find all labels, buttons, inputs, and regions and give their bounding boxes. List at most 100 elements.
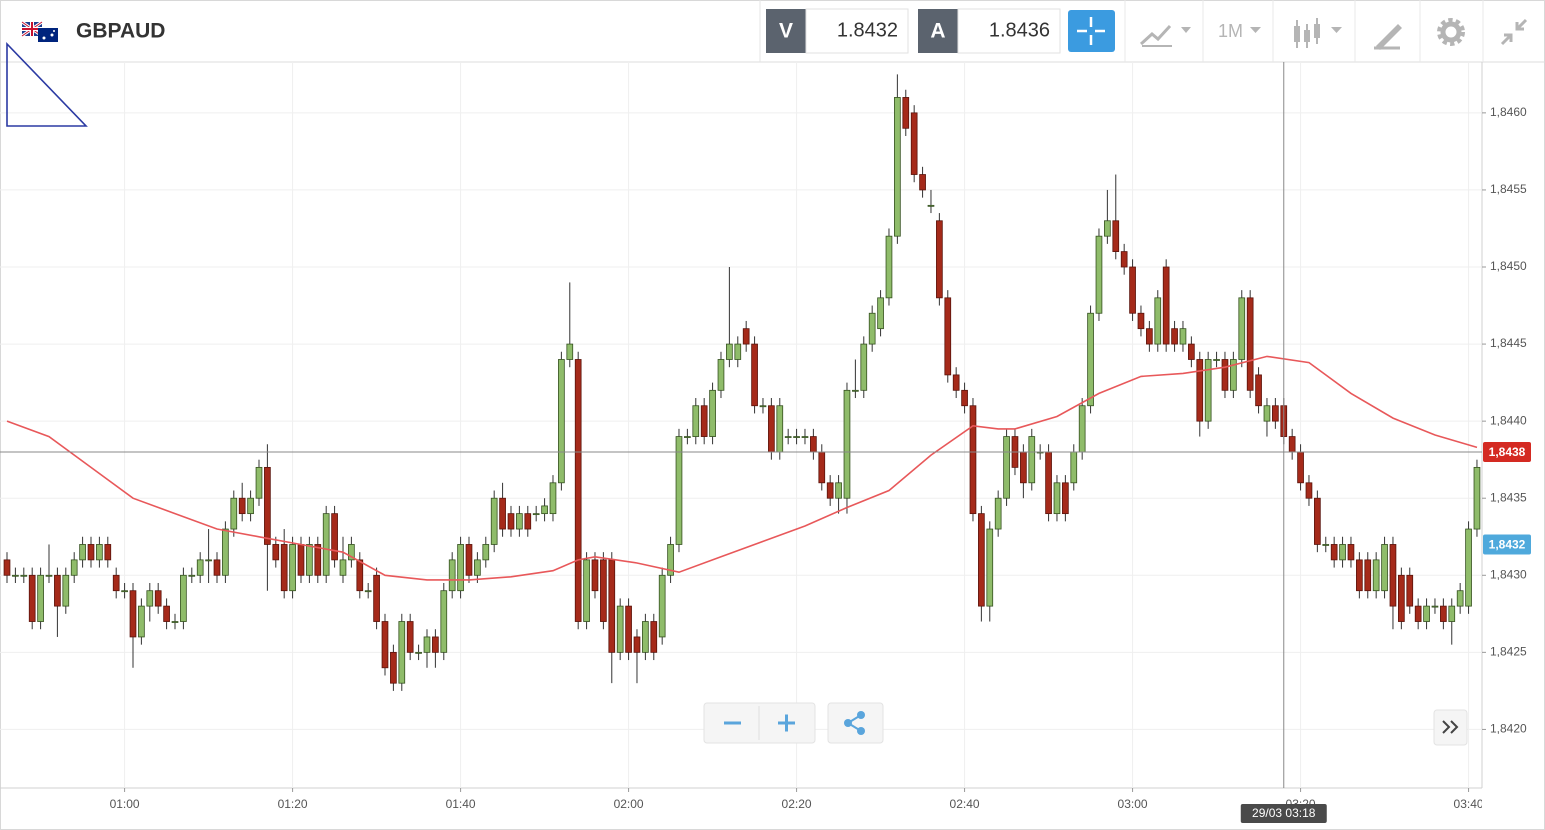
share-button[interactable] [827,702,884,744]
candle-body [314,544,322,576]
candle-body [1078,405,1086,453]
candle-body [1230,359,1237,391]
candle-body [1120,251,1128,268]
candle-body [322,513,330,576]
candle-body [1188,343,1195,360]
candle-body [247,497,254,515]
zoom-controls [703,702,1468,746]
candle-body [877,297,884,330]
collapse-button[interactable] [1500,18,1528,46]
drawn-triangle[interactable] [6,42,88,127]
y-tick-label: 1,8430 [1490,567,1527,581]
candle-body [700,405,708,437]
candle-body [490,497,498,545]
timeframe[interactable]: 1M [1218,21,1243,41]
candle-body [1297,451,1304,484]
x-tick-label: 01:00 [110,797,140,811]
ask-button[interactable] [918,9,958,53]
candle-body [1448,605,1456,622]
candle-body [331,513,338,561]
candle-body [591,559,599,592]
zoom-in-button[interactable] [778,714,795,732]
candle-body [969,405,977,515]
y-tick-label: 1,8455 [1490,182,1527,196]
drawing-button[interactable] [1374,24,1402,50]
candle-body [541,505,548,515]
candle-body [1288,436,1296,453]
x-tick-label: 03:00 [1118,797,1148,811]
candle-type-button[interactable] [1294,18,1342,48]
candle-body [1305,482,1313,499]
ask-price: 1.8436 [989,19,1050,41]
candle-body [423,636,431,653]
moving-average [6,355,1478,581]
candle-body [272,544,280,561]
candle-body [927,204,935,207]
candle-body [146,590,154,607]
candle-body [902,97,910,129]
candle-body [1272,405,1279,422]
candle-body [1053,482,1061,515]
x-tick-label: 01:40 [446,797,476,811]
candle-body [742,328,750,345]
x-tick-label: 03:40 [1454,797,1484,811]
bid-button[interactable] [766,9,806,53]
settings-button[interactable] [1437,18,1465,46]
candle-body [398,621,406,684]
candle-body [1104,220,1111,237]
candle-body [1440,605,1447,622]
scroll-end-button[interactable] [1433,709,1468,746]
candle-body [1364,559,1372,592]
candle-body [1414,605,1422,622]
candle-body [986,528,994,607]
candle-body [583,559,590,622]
candle-body [238,497,246,515]
candle-body [1146,328,1153,345]
candle-body [658,574,666,638]
candle-body [1322,544,1330,546]
candle-body [154,590,162,607]
candle-body [79,544,86,561]
candle-body [121,590,128,593]
candle-body [868,312,876,345]
x-tick-label: 02:40 [950,797,980,811]
candle-body [684,436,691,438]
candle-body [171,621,179,623]
candle-body [1204,359,1212,422]
candle-body [54,574,61,607]
candle-body [45,574,53,577]
chart-type-button[interactable] [1139,24,1191,47]
candle-body [751,343,758,407]
candle-body [516,513,523,530]
candle-body [20,574,28,577]
price-marker-label: 1,8432 [1489,538,1526,552]
candle-body [885,235,893,299]
candle-body [222,528,229,576]
candle-body [919,174,926,191]
candle-body [1196,359,1204,422]
candle-body [759,405,767,408]
candle-body [818,451,826,484]
ask-label[interactable]: A [930,20,945,43]
axes: 1,8420 1,8425 1,8430 1,8435 1,8440 1,8445 1,84… [124,105,1527,792]
candle-body [104,544,112,561]
crosshair-button[interactable] [1068,10,1115,52]
candle-body [1456,590,1464,607]
crosshair-label: 29/03 03:18 [1252,806,1316,820]
candle-body [608,559,616,653]
candle-body [843,389,851,499]
candle-body [457,544,464,592]
candle-body [255,466,263,499]
candle-body [1465,528,1472,607]
candle-body [1398,574,1405,622]
candle-body [1070,451,1078,484]
candle-body [1095,235,1103,314]
candle-body [1330,544,1338,561]
bid-label[interactable]: V [779,20,793,43]
candle-body [163,605,170,622]
candle-body [129,590,137,638]
candle-body [499,497,506,530]
candle-body [1162,266,1170,345]
